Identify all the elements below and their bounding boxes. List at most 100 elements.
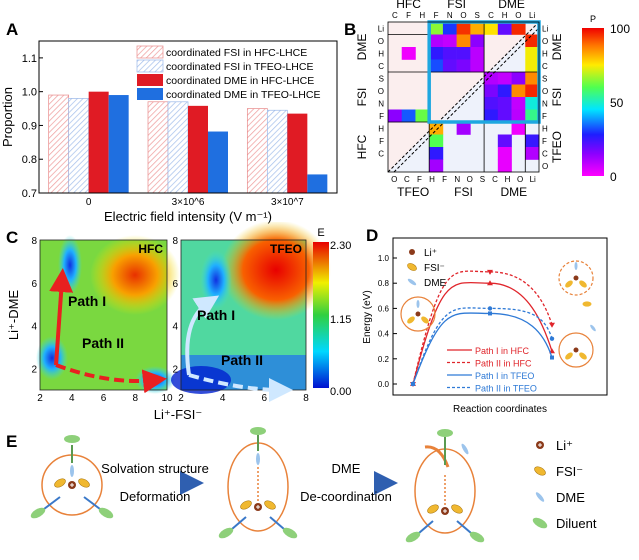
left-row-label: F [379, 112, 384, 121]
legend-label: coordinated DME in TFEO-LHCE [166, 89, 320, 101]
heatmap-cell [497, 109, 512, 123]
heatmap-cell [456, 22, 471, 35]
x-tick-label: 3×10^6 [172, 197, 205, 208]
high-energy-region [221, 222, 331, 320]
colorbar-tick-label: 0 [610, 170, 617, 184]
dme-molecule-icon [590, 324, 596, 332]
y-tick-label: 6 [172, 279, 178, 290]
coordination-bond [231, 516, 247, 530]
data-point [410, 381, 416, 387]
li-ion-plus-icon [256, 505, 260, 509]
top-col-label: N [447, 11, 453, 20]
legend-label: coordinated DME in HFC-LHCE [166, 75, 314, 87]
species-label: Li⁺ [424, 248, 437, 259]
data-point [549, 336, 555, 341]
diagonal-line [387, 21, 540, 173]
heatmap-cell [484, 84, 499, 98]
heatmap-cell [470, 59, 485, 73]
bottom-group-label: DME [500, 185, 527, 199]
right-row-label: F [542, 112, 547, 121]
panel-label-d: D [366, 226, 379, 245]
map-label: HFC [138, 242, 163, 256]
diluent-molecule-icon [64, 435, 80, 443]
fsi-anion-icon [579, 280, 587, 288]
path-i-label: Path I [197, 307, 235, 323]
legend-swatch [137, 74, 163, 86]
data-point [487, 280, 493, 286]
dme-molecule-icon [407, 278, 417, 286]
bottom-group-label: TFEO [397, 185, 429, 199]
panel-label-e: E [6, 432, 18, 451]
y-axis-label: Energy (eV) [362, 290, 373, 343]
heatmap-cell [525, 84, 540, 98]
coordination-bond [83, 496, 101, 510]
bottom-col-label: O [517, 175, 523, 184]
y-tick-label: 0.7 [22, 188, 37, 200]
heatmap-cell [511, 109, 526, 123]
bar-coordinated-dme-in-hfc-lhce [88, 91, 109, 193]
right-row-label: C [542, 62, 548, 71]
bottom-col-label: Li [530, 175, 536, 184]
y-tick-label: 0.0 [378, 380, 390, 389]
bottom-group-label: FSI [454, 185, 473, 199]
y-tick-label: 0.9 [22, 120, 37, 132]
y-tick-label: 0.8 [22, 154, 37, 166]
legend-swatch [136, 45, 164, 59]
left-row-label: N [378, 99, 384, 108]
right-row-label: O [542, 37, 548, 46]
path-ii-label: Path II [82, 335, 124, 351]
right-row-label: O [542, 162, 548, 171]
y-tick-label: 1.0 [378, 254, 390, 263]
diluent-molecule-icon [30, 507, 46, 519]
fsi-anion-icon [240, 500, 252, 510]
heatmap-cell [415, 109, 430, 123]
x-tick-label: 10 [161, 393, 173, 404]
heatmap-cell [525, 59, 540, 73]
bottom-col-label: O [467, 175, 473, 184]
dme-molecule-icon [256, 453, 260, 465]
bar-coordinated-fsi-in-tfeo-lhce [68, 98, 90, 194]
fsi-anion-icon [451, 504, 463, 514]
top-col-label: H [502, 11, 508, 20]
legend-label: DME [556, 490, 585, 505]
solvation-cluster-icon [400, 296, 436, 332]
map-label: TFEO [270, 242, 302, 256]
heatmap-cell [497, 147, 512, 160]
heatmap-cell [525, 47, 540, 60]
heatmap-cell [497, 22, 512, 35]
heatmap-cell [525, 72, 540, 85]
coordination-bond [269, 516, 285, 530]
top-col-label: Li [529, 11, 535, 20]
energy-map-hfc: HFC 2 4 6 8 10 8 6 4 2 Path I Path II [31, 235, 180, 404]
bottom-col-label: C [492, 175, 498, 184]
heatmap-cell [497, 159, 512, 173]
fsi-anion-icon [565, 280, 573, 288]
bar-coordinated-dme-in-hfc-lhce [188, 105, 208, 193]
heatmap-cell [484, 72, 499, 85]
data-point [549, 322, 555, 328]
fsi-anion-icon [421, 316, 429, 324]
y-tick-label: 1.0 [22, 87, 37, 99]
fsi-anion-icon [407, 316, 415, 324]
plot-frame [38, 40, 338, 194]
fsi-anion-icon [407, 263, 417, 271]
li-ion-plus-icon [443, 509, 447, 513]
fsi-anion-icon [565, 352, 573, 360]
y-tick-label: 1.1 [22, 53, 37, 65]
bar-coordinated-fsi-in-hfc-lhce [147, 101, 169, 194]
heatmap-cell [511, 84, 526, 98]
diluent-molecule-icon [532, 517, 548, 529]
heatmap-cell [429, 34, 444, 48]
x-tick-label: 2 [178, 393, 184, 404]
dme-molecule-icon [416, 300, 420, 308]
y-tick-label: 4 [31, 322, 37, 333]
path-i-arrow [185, 295, 220, 376]
heatmap-cell [497, 97, 512, 110]
heatmap-cell [429, 22, 444, 35]
colorbar [582, 28, 604, 176]
x-tick-label: 3×10^7 [271, 197, 304, 208]
left-row-label: H [378, 124, 384, 133]
y-tick-label: 4 [172, 322, 178, 333]
top-col-label: C [392, 11, 398, 20]
